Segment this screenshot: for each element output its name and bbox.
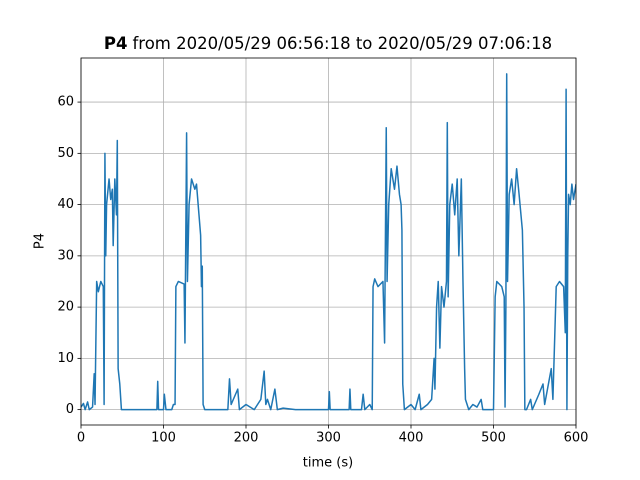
- y-tick-label: 10: [57, 351, 74, 366]
- y-tick-label: 50: [57, 146, 74, 161]
- y-tick-label: 60: [57, 95, 74, 110]
- data-line: [81, 73, 576, 411]
- y-tick-label: 20: [57, 300, 74, 315]
- y-axis-label: P4: [33, 233, 48, 249]
- x-tick-label: 300: [316, 431, 341, 446]
- plot-frame: [80, 57, 577, 426]
- x-tick-label: 100: [151, 431, 176, 446]
- x-axis-label: time (s): [303, 456, 353, 471]
- title-variable: P4: [104, 34, 128, 53]
- chart-title: P4 from 2020/05/29 06:56:18 to 2020/05/29…: [104, 34, 552, 53]
- x-tick-label: 400: [399, 431, 424, 446]
- y-tick-label: 40: [57, 197, 74, 212]
- x-tick-label: 200: [234, 431, 259, 446]
- title-text: from 2020/05/29 06:56:18 to 2020/05/29 0…: [132, 34, 552, 53]
- x-tick-label: 500: [481, 431, 506, 446]
- y-tick-label: 30: [57, 248, 74, 263]
- x-tick-label: 600: [564, 431, 589, 446]
- y-tick-label: 0: [66, 402, 74, 417]
- x-tick-label: 0: [77, 431, 85, 446]
